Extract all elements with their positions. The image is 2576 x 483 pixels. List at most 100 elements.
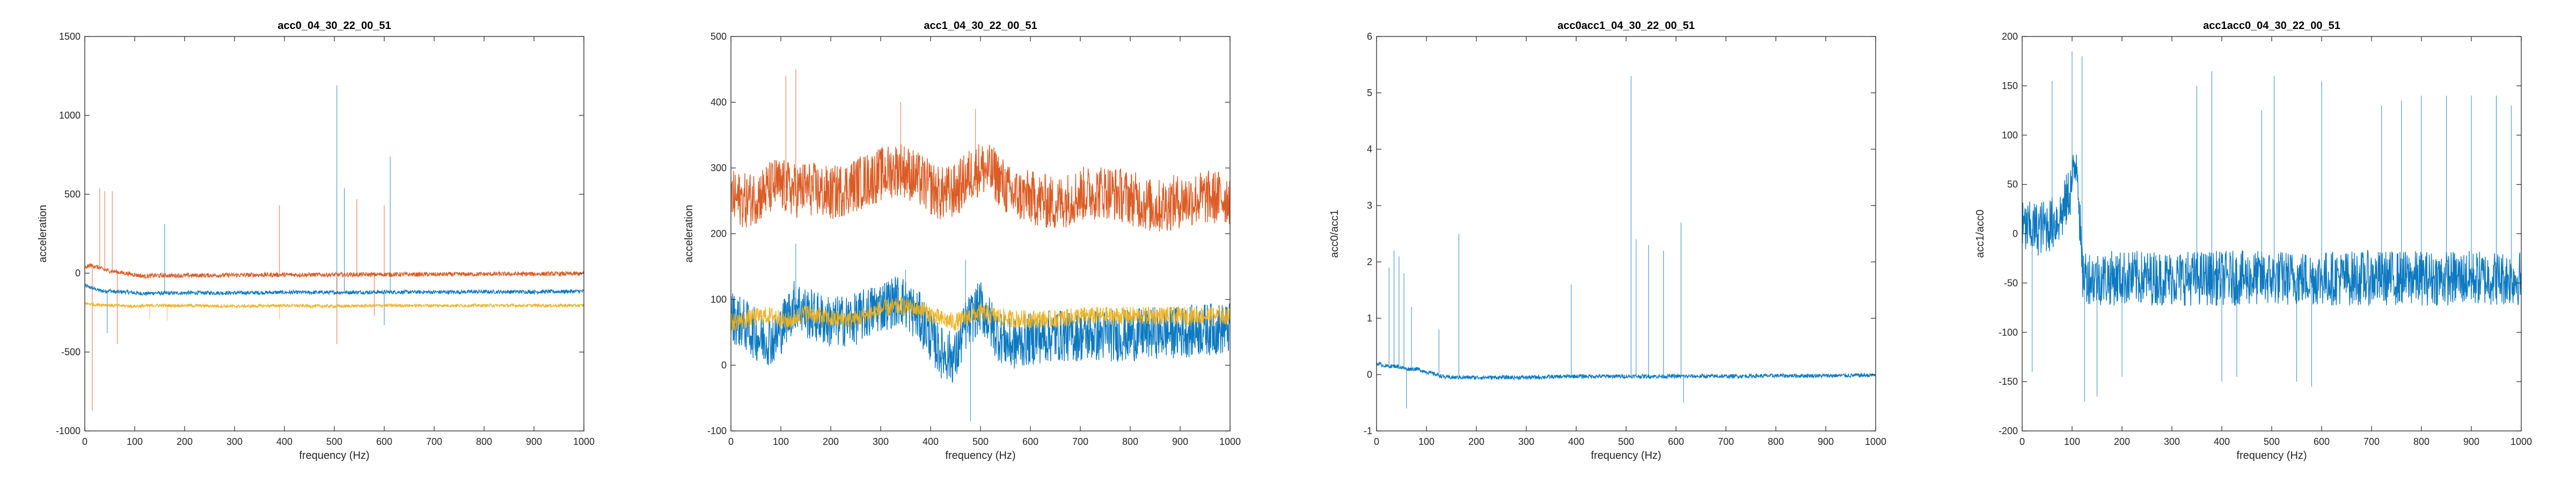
x-axis-label: frequency (Hz) [945, 450, 1015, 462]
chart-title: acc1acc0_04_30_22_00_51 [2203, 20, 2340, 32]
plot-area [85, 85, 584, 411]
x-tick-label: 900 [2463, 436, 2479, 447]
y-axis-label: acc1/acc0 [1974, 209, 1986, 258]
chart-panel-2: 0 100 200 300 400 500 600 700 800 900 1000-1000100… [683, 20, 1241, 462]
x-tick-label: 400 [923, 436, 939, 447]
y-tick-label: 500 [711, 31, 727, 42]
series-1 [731, 243, 1230, 421]
y-tick-label: 500 [64, 189, 80, 200]
y-tick-label: 50 [2007, 179, 2018, 190]
x-tick-label: 100 [1418, 436, 1435, 447]
y-tick-label: 150 [2002, 80, 2018, 91]
y-tick-label: 400 [711, 97, 727, 108]
y-tick-label: 0 [1367, 369, 1372, 380]
x-tick-label: 600 [376, 436, 392, 447]
chart-title: acc1_04_30_22_00_51 [924, 20, 1037, 32]
x-axis-label: frequency (Hz) [2236, 450, 2307, 462]
series-3 [731, 297, 1230, 332]
series-1-line [731, 276, 1230, 383]
x-tick-label: 0 [2019, 436, 2025, 447]
x-tick-label: 700 [2363, 436, 2380, 447]
x-tick-label: 200 [2114, 436, 2130, 447]
x-tick-label: 800 [2413, 436, 2429, 447]
y-tick-label: -500 [61, 347, 80, 357]
y-tick-label: 200 [2002, 31, 2018, 42]
y-tick-label: 3 [1367, 200, 1372, 211]
series-1-line [1377, 361, 1876, 381]
chart-panel-4: 0 100 200 300 400 500 600 700 800 900 1000-200-150… [1974, 20, 2532, 462]
x-tick-label: 300 [2164, 436, 2180, 447]
x-tick-label: 900 [526, 436, 542, 447]
x-tick-label: 100 [773, 436, 789, 447]
y-tick-label: -1000 [56, 426, 80, 436]
x-tick-label: 500 [2264, 436, 2280, 447]
series-3 [85, 302, 584, 321]
x-tick-label: 900 [1818, 436, 1834, 447]
x-tick-label: 1000 [573, 436, 595, 447]
y-axis-label: acc0/acc1 [1329, 209, 1341, 258]
y-tick-label: -100 [707, 426, 727, 436]
y-tick-label: 100 [711, 294, 727, 305]
x-tick-label: 1000 [1865, 436, 1886, 447]
x-tick-label: 0 [728, 436, 734, 447]
series-1 [2022, 51, 2521, 401]
x-tick-label: 200 [1468, 436, 1484, 447]
y-tick-label: 0 [2012, 229, 2018, 239]
y-tick-label: 100 [2002, 130, 2018, 141]
series-2-line [85, 262, 584, 280]
series-2 [85, 188, 584, 411]
x-axis-label: frequency (Hz) [1591, 450, 1661, 462]
x-tick-label: 400 [1568, 436, 1584, 447]
y-tick-label: 2 [1367, 257, 1372, 267]
x-tick-label: 700 [1072, 436, 1088, 447]
series-2-line [731, 144, 1230, 232]
chart-panel-1: 0 100 200 300 400 500 600 700 800 900 1000 -1000 -50… [37, 20, 595, 462]
plot-area [2022, 51, 2521, 401]
series-1 [85, 85, 584, 333]
x-tick-label: 100 [127, 436, 143, 447]
chart-title: acc0_04_30_22_00_51 [277, 20, 391, 32]
y-tick-label: -100 [1999, 327, 2018, 338]
y-tick-label: -200 [1999, 426, 2018, 436]
y-tick-label: 1500 [59, 31, 80, 42]
y-tick-label: 6 [1367, 31, 1372, 42]
x-tick-label: 100 [2064, 436, 2080, 447]
x-tick-label: 0 [82, 436, 87, 447]
y-tick-label: 0 [75, 268, 80, 279]
series-1 [1377, 76, 1876, 408]
x-tick-label: 300 [873, 436, 889, 447]
series-1-line [85, 283, 584, 297]
x-tick-label: 500 [1618, 436, 1634, 447]
x-tick-label: 0 [1374, 436, 1379, 447]
x-tick-label: 200 [177, 436, 193, 447]
series-3-line [731, 297, 1230, 332]
y-tick-label: -1 [1364, 426, 1372, 436]
y-tick-label: 5 [1367, 87, 1372, 98]
y-tick-label: -50 [2004, 277, 2018, 288]
x-tick-label: 600 [1668, 436, 1684, 447]
x-tick-label: 700 [426, 436, 442, 447]
x-tick-label: 400 [276, 436, 292, 447]
series-2 [731, 69, 1230, 232]
x-tick-label: 800 [1122, 436, 1138, 447]
x-tick-label: 800 [476, 436, 492, 447]
x-tick-label: 500 [972, 436, 989, 447]
plot-area [731, 69, 1230, 421]
y-tick-label: 300 [711, 163, 727, 173]
x-tick-label: 1000 [2511, 436, 2532, 447]
y-axis-label: acceleration [37, 205, 49, 263]
x-tick-label: 800 [1768, 436, 1784, 447]
y-tick-label: -150 [1999, 376, 2018, 387]
y-tick-label: 1 [1367, 313, 1372, 324]
plot-area [1377, 76, 1876, 408]
chart-panel-3: 0 100 200 300 400 500 600 700 800 900 1000-1012345… [1329, 20, 1886, 462]
y-tick-label: 0 [721, 360, 727, 371]
y-tick-label: 1000 [59, 110, 80, 121]
series-1-line [2022, 155, 2521, 306]
y-tick-label: 4 [1367, 144, 1372, 155]
x-tick-label: 700 [1718, 436, 1734, 447]
x-tick-label: 300 [1518, 436, 1534, 447]
x-tick-label: 300 [226, 436, 243, 447]
x-axis-label: frequency (Hz) [299, 450, 369, 462]
